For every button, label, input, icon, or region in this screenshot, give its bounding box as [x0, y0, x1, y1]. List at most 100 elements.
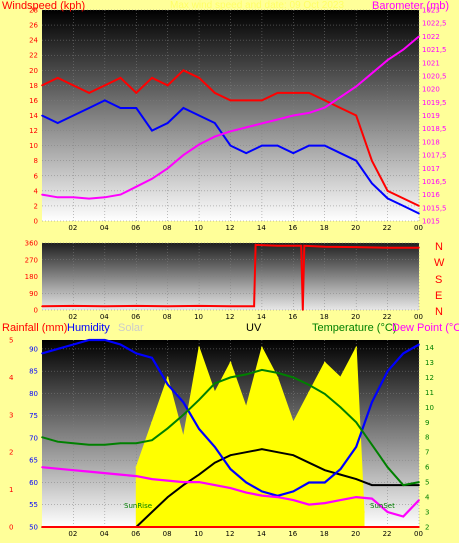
baro-y-tick-label: 1016	[422, 191, 440, 199]
wind-y-tick-label: 22	[29, 52, 38, 60]
temperature-series-point	[41, 436, 43, 439]
x-tick-label: 12	[226, 313, 235, 321]
dir-y-tick-label: 360	[25, 240, 38, 248]
gust-series-point	[386, 190, 389, 192]
average-series-point	[261, 144, 263, 147]
temperature-series-point	[324, 393, 326, 395]
title-temperature: Temperature (°C)	[312, 322, 396, 334]
x-tick-label: 14	[257, 313, 266, 321]
baro-y-tick-label: 1019	[422, 112, 440, 120]
x-tick-label: 14	[257, 224, 266, 232]
rain-y-tick-label: 3	[9, 411, 13, 419]
wind-y-tick-label: 2	[34, 202, 38, 210]
humidity-series-point	[135, 352, 138, 355]
x-tick-label: 04	[100, 224, 109, 232]
gust-series-point	[276, 92, 279, 94]
uv-series-point	[308, 461, 310, 464]
gust-series-point	[214, 92, 216, 94]
rainfall-series-point	[41, 526, 43, 528]
dewpoint-series-point	[41, 466, 43, 469]
gust-series-point	[261, 99, 263, 102]
x-tick-label: 00	[414, 530, 423, 538]
humidity-series-point	[339, 468, 342, 470]
x-tick-label: 22	[383, 530, 392, 538]
average-series-point	[418, 212, 420, 215]
compass-e: E	[435, 290, 442, 302]
average-series-point	[371, 182, 373, 185]
temp-y-tick-label: 7	[425, 449, 429, 457]
x-tick-label: 20	[351, 530, 360, 538]
humidity-series-point	[104, 339, 106, 341]
direction-series-point	[300, 245, 303, 247]
wind-y-tick-label: 10	[29, 142, 38, 150]
temp-y-tick-label: 3	[425, 509, 429, 517]
dewpoint-series-point	[371, 497, 373, 500]
baro-y-tick-label: 1018,5	[422, 125, 447, 133]
barometer-series-point	[386, 59, 389, 61]
barometer-series-point	[292, 114, 295, 117]
humidity-y-tick-label: 80	[29, 390, 38, 398]
humidity-series-point	[324, 481, 326, 484]
wind-y-tick-label: 16	[29, 97, 38, 105]
uv-series-point	[324, 469, 326, 472]
wind-y-tick-label: 14	[29, 112, 38, 120]
rain-y-tick-label: 1	[9, 486, 13, 494]
x-tick-label: 08	[163, 313, 172, 321]
humidity-series-point	[386, 370, 389, 373]
temp-y-tick-label: 5	[425, 479, 429, 487]
gust-series-point	[339, 107, 342, 109]
dewpoint-series-point	[229, 487, 232, 489]
average-series-point	[292, 152, 295, 154]
direction-series-point	[229, 305, 232, 308]
baro-y-tick-label: 1018	[422, 138, 440, 146]
average-series-point	[276, 144, 279, 147]
dewpoint-series-point	[276, 496, 279, 498]
rain-y-tick-label: 4	[9, 374, 14, 382]
barometer-series-point	[355, 85, 358, 88]
temperature-series-point	[386, 466, 389, 469]
direction-series-point	[104, 305, 106, 308]
gust-series-point	[72, 84, 75, 87]
humidity-y-tick-label: 90	[29, 345, 38, 353]
temperature-series-point	[88, 443, 90, 446]
gust-series-point	[166, 84, 169, 87]
average-series-point	[135, 107, 138, 109]
uv-series-point	[198, 473, 200, 476]
solar-series-point	[308, 391, 310, 394]
baro-y-tick-label: 1015	[422, 218, 440, 226]
temperature-series-point	[104, 443, 106, 446]
dir-y-tick-label: 270	[25, 256, 38, 264]
x-tick-label: 18	[320, 530, 329, 538]
solar-series-point	[151, 421, 153, 424]
uv-series-point	[166, 496, 169, 498]
uv-series-point	[182, 484, 185, 486]
average-series-point	[198, 114, 200, 117]
x-tick-label: 02	[68, 530, 77, 538]
humidity-series-point	[41, 352, 43, 355]
temperature-series-point	[339, 406, 342, 409]
direction-series-point	[41, 305, 43, 308]
average-series-point	[56, 122, 59, 124]
baro-y-tick-label: 1016,5	[422, 178, 447, 186]
title-dewpoint: Dew Point (°C	[392, 322, 459, 334]
rainfall-series-point	[418, 526, 420, 528]
temperature-series-point	[355, 421, 358, 424]
dir-y-tick-label: 0	[34, 307, 38, 315]
direction-series-point	[198, 305, 200, 307]
barometer-series-point	[402, 48, 405, 51]
gust-series-point	[402, 197, 405, 200]
direction-series-point	[302, 309, 304, 311]
dewpoint-series-point	[56, 467, 59, 470]
wind-center-title: Max wind speed and date: 09 Oct 2023	[170, 0, 344, 11]
temperature-series-point	[56, 440, 59, 443]
x-tick-label: 10	[194, 530, 203, 538]
barometer-series-point	[214, 135, 216, 138]
x-tick-label: 02	[68, 313, 77, 321]
barometer-series-point	[104, 196, 106, 199]
average-series-point	[245, 152, 247, 154]
barometer-series-point	[418, 35, 420, 38]
direction-series-point	[418, 246, 420, 249]
rain-y-tick-label: 0	[9, 524, 13, 532]
uv-series-point	[355, 478, 358, 480]
temperature-series-point	[261, 369, 263, 371]
